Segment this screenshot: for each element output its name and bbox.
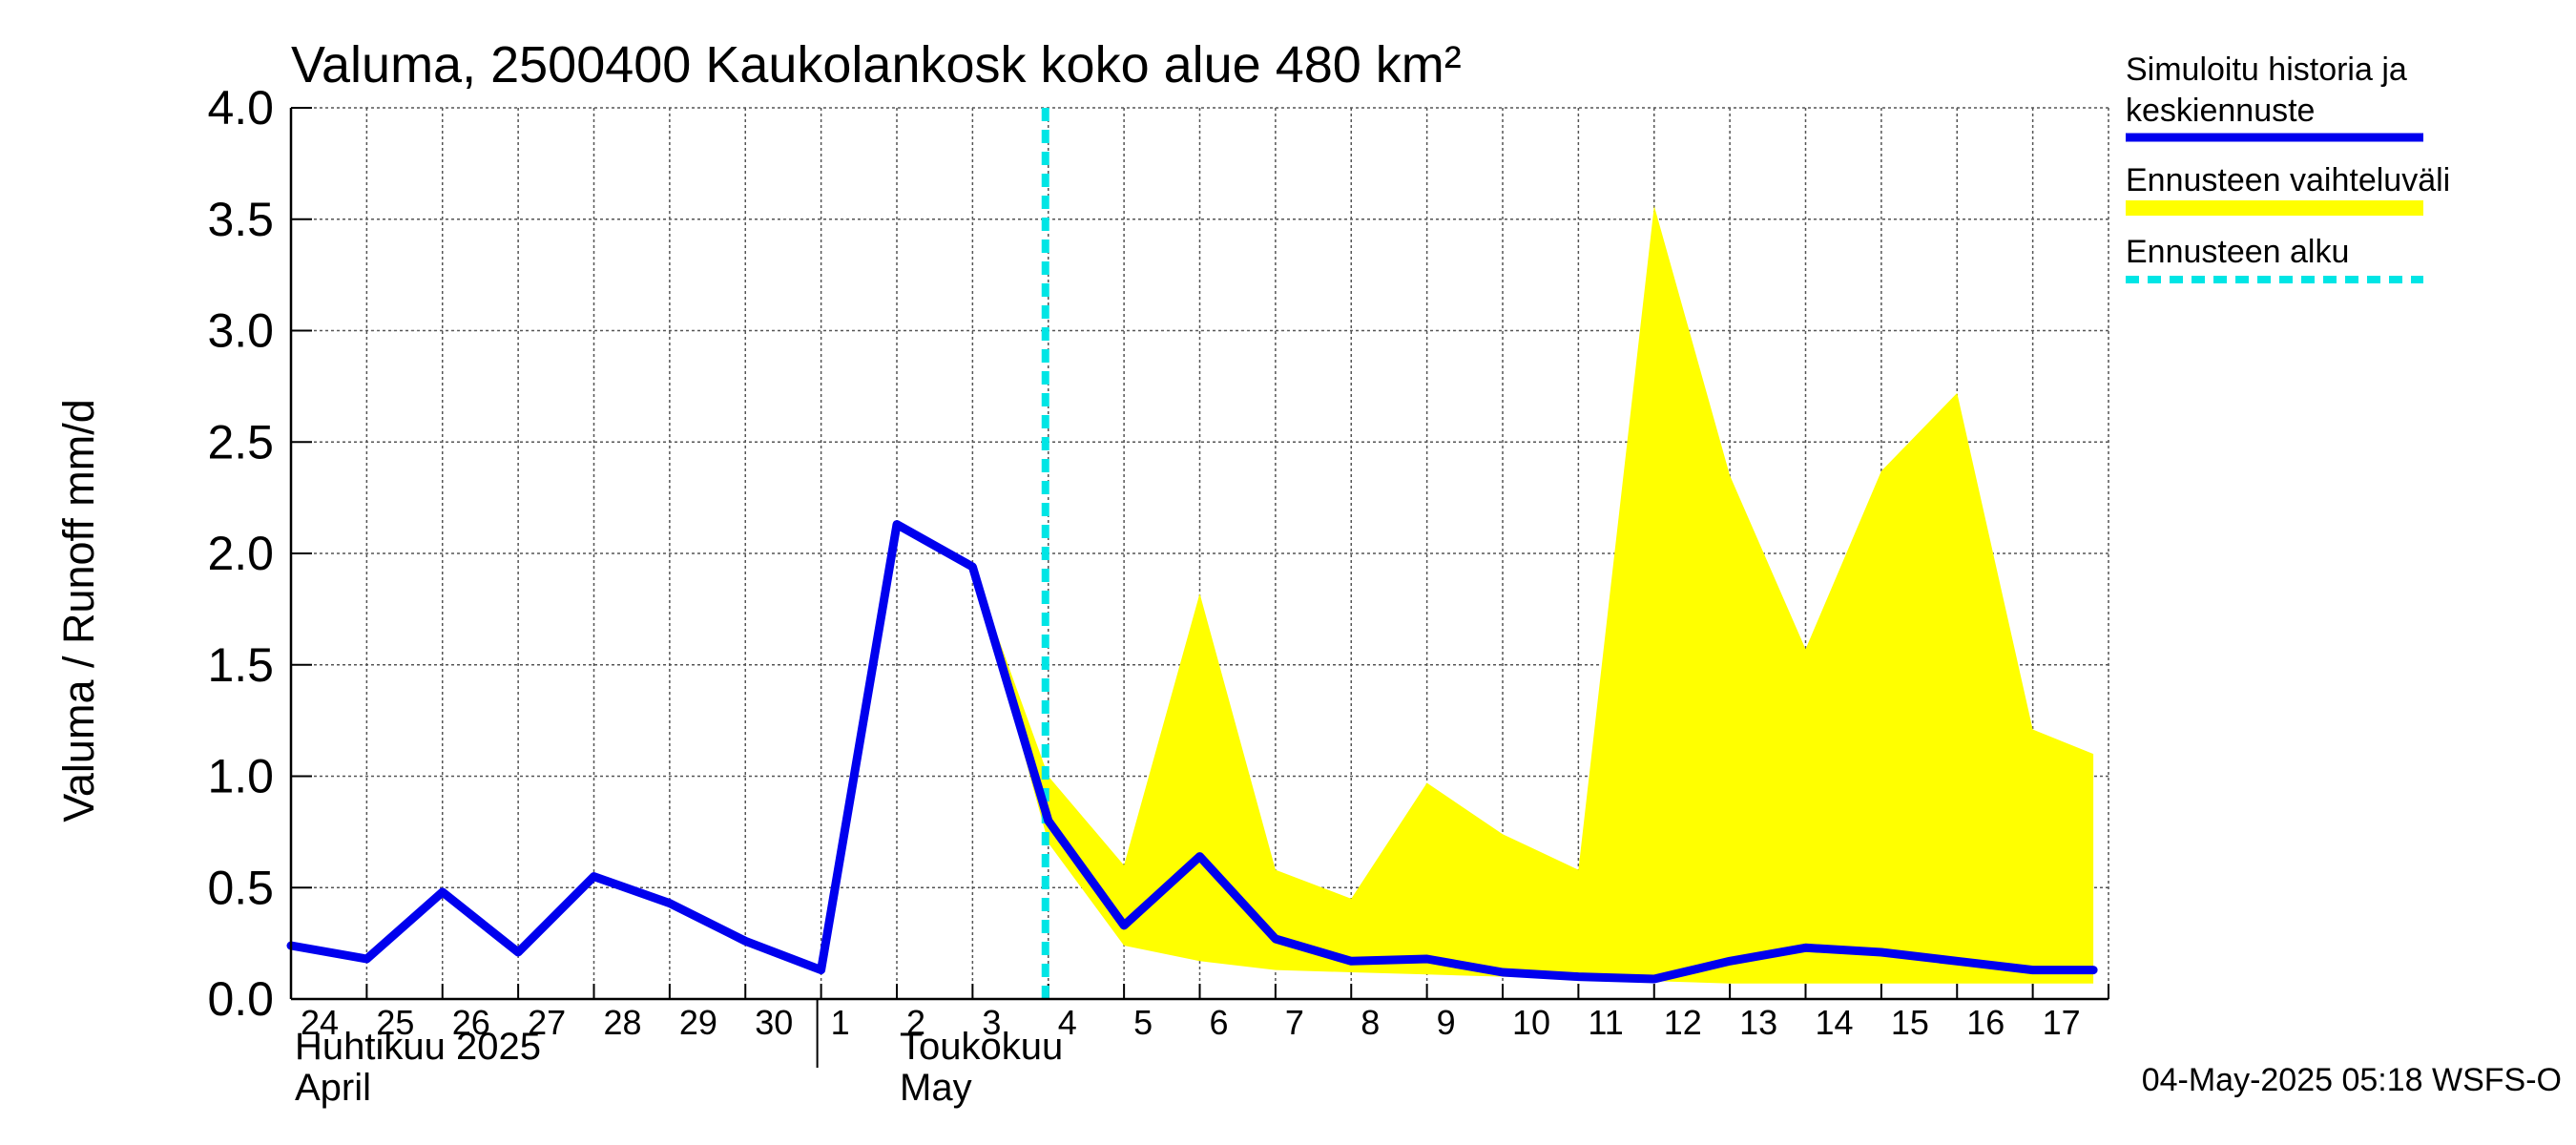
simulated-runoff-point <box>1956 960 1959 963</box>
simulated-runoff-point <box>1350 960 1353 963</box>
x-tick-label: 4 <box>1058 1003 1077 1042</box>
x-tick-label: 1 <box>831 1003 850 1042</box>
simulated-runoff-point <box>1198 855 1201 858</box>
simulated-runoff-point <box>971 566 974 569</box>
x-tick-label: 14 <box>1816 1003 1854 1042</box>
simulated-runoff-point <box>365 957 368 960</box>
y-tick-label: 0.0 <box>207 972 274 1026</box>
y-tick-label: 2.5 <box>207 415 274 468</box>
x-tick-label: 29 <box>679 1003 717 1042</box>
month-label-april-en: April <box>295 1067 371 1109</box>
simulated-runoff-point <box>1804 947 1807 949</box>
x-tick-label: 17 <box>2043 1003 2081 1042</box>
plot-area: 0.00.51.01.52.02.53.03.54.024 25 26 27 28 29 3… <box>207 81 2109 1109</box>
x-tick-label: 24 <box>301 1003 339 1042</box>
x-tick-label: 26 <box>452 1003 490 1042</box>
simulated-runoff-point <box>1652 977 1655 980</box>
simulated-runoff-point <box>441 890 444 893</box>
x-tick-label: 16 <box>1966 1003 2005 1042</box>
month-label-may-fi: Toukokuu <box>900 1026 1063 1068</box>
y-tick-label: 2.0 <box>207 527 274 580</box>
simulated-runoff-point <box>820 968 822 971</box>
x-tick-label: 6 <box>1210 1003 1229 1042</box>
x-tick-label: 27 <box>528 1003 566 1042</box>
simulated-runoff-point <box>744 940 747 943</box>
legend-label-simulated: Simuloitu historia ja <box>2126 52 2407 88</box>
forecast-range-band <box>972 205 2094 984</box>
month-label-april-fi: Huhtikuu 2025 <box>295 1026 541 1068</box>
legend: Simuloitu historia ja keskiennuste Ennuste… <box>2126 52 2450 283</box>
simulated-runoff-point <box>1880 950 1882 953</box>
simulated-runoff-point <box>1047 820 1049 822</box>
y-tick-label: 3.0 <box>207 304 274 358</box>
legend-label-simulated-2: keskiennuste <box>2126 93 2315 129</box>
chart-title: Valuma, 2500400 Kaukolankosk koko alue 4… <box>291 36 1462 94</box>
timestamp-footer: 04-May-2025 05:18 WSFS-O <box>2142 1062 2562 1098</box>
x-tick-label: 7 <box>1285 1003 1304 1042</box>
x-tick-label: 2 <box>906 1003 925 1042</box>
simulated-runoff-point <box>668 902 671 905</box>
simulated-runoff-point <box>592 875 595 878</box>
simulated-runoff-point <box>1425 957 1428 960</box>
y-tick-label: 1.0 <box>207 750 274 803</box>
x-tick-label: 3 <box>982 1003 1001 1042</box>
simulated-runoff-point <box>517 950 520 953</box>
y-tick-label: 1.5 <box>207 638 274 692</box>
simulated-runoff-point <box>1577 975 1580 978</box>
month-label-may-en: May <box>900 1067 972 1109</box>
y-tick-label: 0.5 <box>207 861 274 914</box>
legend-label-forecast-start: Ennusteen alku <box>2126 234 2349 270</box>
legend-label-range: Ennusteen vaihteluväli <box>2126 162 2450 198</box>
x-tick-label: 9 <box>1437 1003 1456 1042</box>
y-tick-label: 4.0 <box>207 81 274 135</box>
simulated-runoff-point <box>896 523 898 526</box>
simulated-runoff-point <box>2092 968 2095 971</box>
simulated-runoff-point <box>1274 937 1277 940</box>
simulated-runoff-point <box>1729 960 1732 963</box>
x-tick-label: 15 <box>1891 1003 1929 1042</box>
x-tick-label: 11 <box>1588 1003 1623 1042</box>
x-tick-label: 12 <box>1664 1003 1702 1042</box>
x-tick-label: 13 <box>1739 1003 1777 1042</box>
simulated-runoff-point <box>1123 924 1126 926</box>
x-tick-label: 10 <box>1512 1003 1550 1042</box>
simulated-runoff-point <box>2031 968 2034 971</box>
x-tick-label: 5 <box>1133 1003 1153 1042</box>
x-tick-label: 28 <box>604 1003 642 1042</box>
x-tick-label: 8 <box>1361 1003 1380 1042</box>
y-tick-label: 3.5 <box>207 193 274 246</box>
x-tick-label: 25 <box>376 1003 414 1042</box>
simulated-runoff-point <box>1502 970 1504 973</box>
y-axis-label: Valuma / Runoff mm/d <box>54 399 103 822</box>
x-tick-label: 30 <box>755 1003 793 1042</box>
